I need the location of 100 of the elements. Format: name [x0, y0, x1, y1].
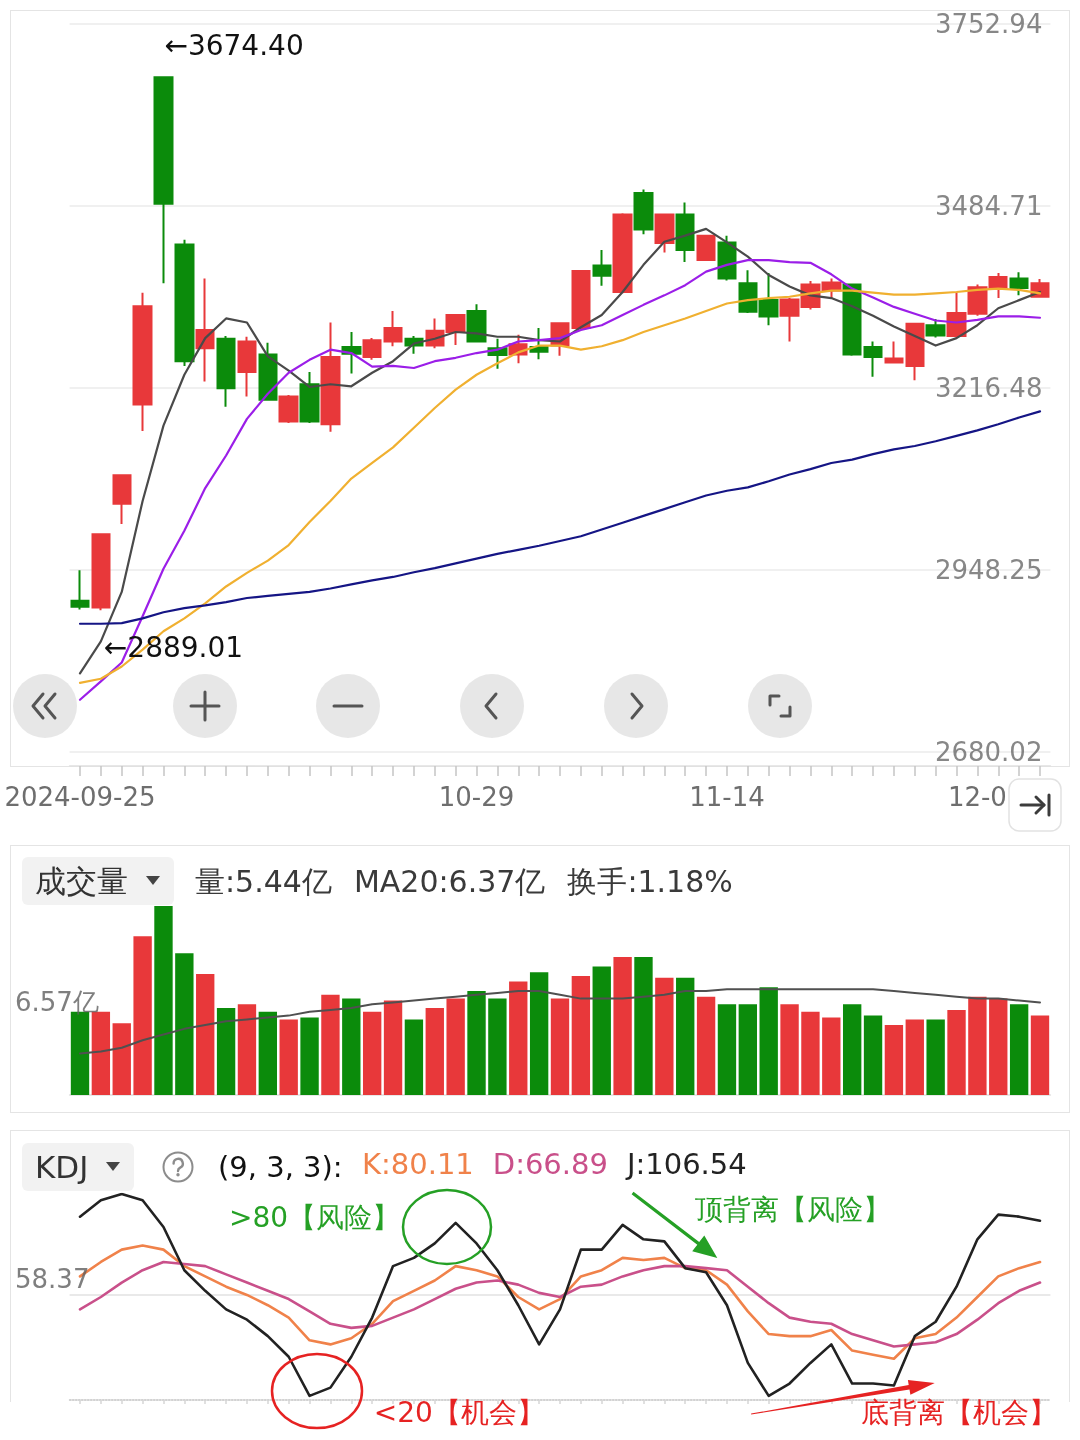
text: D:66.89	[492, 1146, 608, 1181]
bar	[738, 1004, 758, 1095]
bar	[947, 1009, 966, 1095]
bar	[529, 972, 549, 1095]
candlestick	[174, 238, 195, 367]
dropdown: 成交量	[22, 857, 174, 905]
candlestick	[1009, 271, 1029, 297]
candlestick	[696, 233, 716, 262]
candlestick	[216, 335, 236, 408]
bar	[592, 966, 611, 1095]
candlestick	[153, 76, 174, 285]
bar	[342, 998, 361, 1095]
bar	[237, 1004, 257, 1095]
text: 量:5.44亿	[195, 864, 332, 900]
bar	[258, 1011, 278, 1095]
bar	[884, 1025, 904, 1095]
annotation: >80【风险】	[228, 1201, 401, 1235]
bar	[216, 1008, 236, 1095]
bar	[634, 957, 653, 1095]
bar	[905, 1019, 924, 1095]
bar	[842, 1004, 862, 1095]
candlestick	[112, 474, 132, 526]
bar	[404, 1019, 424, 1095]
candlestick	[91, 533, 111, 612]
bar	[571, 975, 591, 1095]
bar	[112, 1023, 131, 1095]
y-tick-label: 3752.94	[934, 9, 1043, 39]
candlestick	[383, 309, 403, 348]
bar	[154, 906, 173, 1095]
candlestick	[571, 269, 591, 329]
bar	[133, 936, 152, 1095]
bar	[863, 1015, 883, 1095]
bar	[780, 1004, 799, 1095]
annotation: <20【机会】	[373, 1396, 545, 1430]
bar	[696, 996, 716, 1095]
bar	[989, 998, 1008, 1095]
annotation: 底背离【机会】	[861, 1396, 1058, 1430]
candlestick	[70, 569, 90, 611]
annotation: 6.57亿	[15, 987, 99, 1019]
x-tick-label: 2024-09-25	[4, 782, 156, 812]
bar	[759, 987, 778, 1095]
bar	[968, 996, 987, 1095]
bar	[1009, 1004, 1029, 1095]
candlestick	[654, 212, 675, 254]
y-tick-label: 2680.02	[934, 737, 1043, 767]
chart-title: 成交量	[35, 862, 128, 899]
bar	[488, 998, 507, 1095]
candlestick	[592, 248, 612, 287]
bar	[383, 1000, 403, 1095]
text: 换手:1.18%	[567, 864, 733, 900]
series-label: J:106.54	[624, 1146, 747, 1181]
candlestick	[132, 291, 153, 433]
bar	[926, 1019, 945, 1095]
bar	[279, 1019, 298, 1095]
bar	[196, 974, 215, 1095]
y-tick-label: 3216.48	[934, 373, 1043, 403]
x-tick-label: 11-14	[689, 782, 765, 812]
candlestick	[237, 335, 257, 398]
bar	[655, 977, 674, 1095]
candlestick	[362, 337, 382, 361]
annotation: 58.37	[15, 1264, 90, 1296]
bar	[321, 994, 340, 1095]
text: K:80.11	[362, 1146, 474, 1181]
bar	[425, 1008, 444, 1095]
x-tick-label: 10-29	[438, 782, 515, 812]
chart-subtitle: (9, 3, 3):	[218, 1149, 343, 1185]
bar	[1030, 1015, 1050, 1095]
bar	[175, 953, 194, 1095]
bar	[676, 977, 695, 1095]
candlestick	[863, 340, 883, 378]
chart-title: KDJ	[35, 1148, 89, 1185]
line-series	[78, 410, 1042, 625]
dropdown: KDJ	[22, 1143, 135, 1191]
candlestick	[466, 303, 487, 344]
bar	[509, 981, 528, 1095]
text: MA20:6.37亿	[353, 864, 546, 900]
candlestick	[842, 282, 862, 357]
x-tick-label: 12-0	[947, 782, 1007, 812]
bar	[801, 1011, 820, 1095]
bar	[550, 998, 570, 1095]
candlestick	[529, 326, 549, 361]
candlestick	[320, 321, 341, 433]
bar	[467, 991, 486, 1095]
candlestick	[299, 371, 320, 424]
candlestick	[884, 340, 904, 365]
bar	[300, 1017, 319, 1095]
bar	[717, 1004, 737, 1095]
candlestick	[675, 201, 695, 264]
candlestick	[905, 322, 925, 382]
annotation: ←3674.40	[164, 29, 304, 64]
y-tick-label: 2948.25	[934, 555, 1043, 585]
bar	[613, 957, 632, 1095]
bar	[362, 1011, 382, 1095]
bar	[822, 1017, 841, 1095]
candlestick	[612, 212, 633, 295]
candlestick	[633, 188, 654, 236]
y-tick-label: 3484.71	[934, 191, 1043, 221]
bar	[446, 998, 465, 1095]
candlestick	[278, 394, 299, 424]
annotation: 顶背离【风险】	[694, 1193, 891, 1227]
